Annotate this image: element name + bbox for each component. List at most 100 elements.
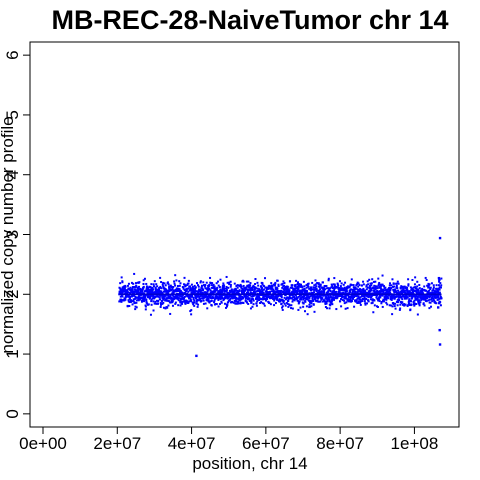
data-point: [287, 305, 290, 308]
data-point: [132, 292, 135, 295]
data-point: [169, 297, 172, 300]
data-point: [286, 290, 289, 293]
data-point: [193, 299, 196, 302]
data-point: [429, 295, 432, 298]
data-point: [122, 289, 125, 292]
data-point: [268, 301, 271, 304]
data-point: [311, 281, 314, 284]
data-point: [315, 285, 318, 288]
data-point: [205, 294, 208, 297]
data-point: [222, 282, 225, 285]
data-point: [352, 297, 355, 300]
data-point: [332, 283, 335, 286]
data-point: [427, 292, 430, 295]
data-point: [130, 300, 133, 303]
data-point: [240, 297, 243, 300]
data-point: [315, 290, 318, 293]
data-point: [314, 288, 317, 291]
data-point: [148, 291, 151, 294]
outlier-point-6: [438, 278, 441, 282]
data-point: [159, 305, 162, 308]
data-point: [227, 286, 230, 289]
data-point: [247, 294, 250, 297]
data-point: [326, 307, 329, 310]
data-point: [208, 296, 211, 299]
data-point: [244, 286, 247, 289]
data-point: [177, 289, 180, 292]
data-point: [217, 297, 220, 300]
data-point: [364, 302, 367, 305]
data-point: [297, 300, 300, 303]
data-point: [434, 292, 437, 295]
data-point: [251, 305, 254, 308]
data-point: [245, 280, 248, 283]
data-point: [258, 289, 261, 292]
data-point: [308, 305, 311, 308]
data-point: [261, 298, 264, 301]
data-point: [156, 285, 159, 288]
data-point: [434, 296, 437, 299]
data-point: [229, 285, 232, 288]
data-point: [244, 289, 247, 292]
data-point: [296, 281, 299, 284]
data-point: [193, 291, 196, 294]
data-point: [261, 302, 264, 305]
data-point: [217, 298, 220, 301]
data-point: [284, 298, 287, 301]
data-point: [171, 292, 174, 295]
data-point: [370, 282, 373, 285]
data-point: [190, 309, 193, 312]
data-point: [438, 291, 441, 294]
data-point: [183, 297, 186, 300]
data-point: [221, 291, 224, 294]
data-point: [356, 283, 359, 286]
data-point: [378, 296, 381, 299]
data-point: [291, 291, 294, 294]
data-point: [263, 304, 266, 307]
data-point: [191, 285, 194, 288]
data-point: [418, 283, 421, 286]
data-point: [358, 296, 361, 299]
data-point: [390, 284, 393, 287]
data-point: [338, 291, 341, 294]
data-point: [439, 282, 442, 285]
data-point: [182, 287, 185, 290]
data-point: [197, 291, 200, 294]
data-point: [228, 298, 231, 301]
data-point: [232, 301, 235, 304]
data-point: [406, 286, 409, 289]
data-point: [281, 286, 284, 289]
data-point: [373, 289, 376, 292]
data-point: [145, 290, 148, 293]
data-point: [341, 299, 344, 302]
data-point: [169, 284, 172, 287]
data-point: [368, 295, 371, 298]
data-point: [424, 298, 427, 301]
data-point: [396, 304, 399, 307]
data-point: [410, 291, 413, 294]
data-point: [160, 300, 163, 303]
data-point: [305, 298, 308, 301]
data-point: [288, 290, 291, 293]
data-point: [234, 289, 237, 292]
data-point: [242, 301, 245, 304]
data-point: [228, 281, 231, 284]
data-point: [151, 297, 154, 300]
data-point: [119, 295, 122, 298]
y-tick-label-6: 6: [3, 50, 22, 59]
data-point: [236, 286, 239, 289]
data-point: [202, 299, 205, 302]
data-point: [212, 286, 215, 289]
data-point: [271, 287, 274, 290]
data-point: [205, 291, 208, 294]
data-point: [146, 290, 149, 293]
data-point: [133, 272, 136, 275]
data-point: [379, 290, 382, 293]
data-point: [351, 290, 354, 293]
data-point: [135, 299, 138, 302]
data-point: [193, 301, 196, 304]
data-point: [242, 296, 245, 299]
data-point: [270, 290, 273, 293]
data-point: [195, 296, 198, 299]
data-point: [416, 285, 419, 288]
